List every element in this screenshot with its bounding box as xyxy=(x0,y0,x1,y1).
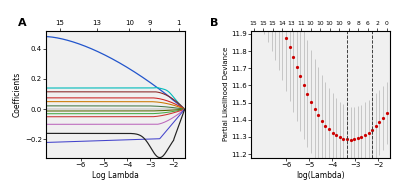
X-axis label: log(Lambda): log(Lambda) xyxy=(296,171,345,180)
Y-axis label: Coefficients: Coefficients xyxy=(13,71,22,117)
X-axis label: Log Lambda: Log Lambda xyxy=(92,171,139,180)
Y-axis label: Partial Likelihood Deviance: Partial Likelihood Deviance xyxy=(222,47,228,141)
Text: B: B xyxy=(210,18,218,28)
Text: A: A xyxy=(18,18,27,28)
